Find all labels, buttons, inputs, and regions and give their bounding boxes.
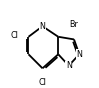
Text: Cl: Cl [10,31,18,40]
Text: N: N [76,50,82,59]
Text: Cl: Cl [39,78,46,87]
Text: N: N [40,22,45,31]
Text: Br: Br [70,20,78,29]
Text: N: N [66,61,72,70]
